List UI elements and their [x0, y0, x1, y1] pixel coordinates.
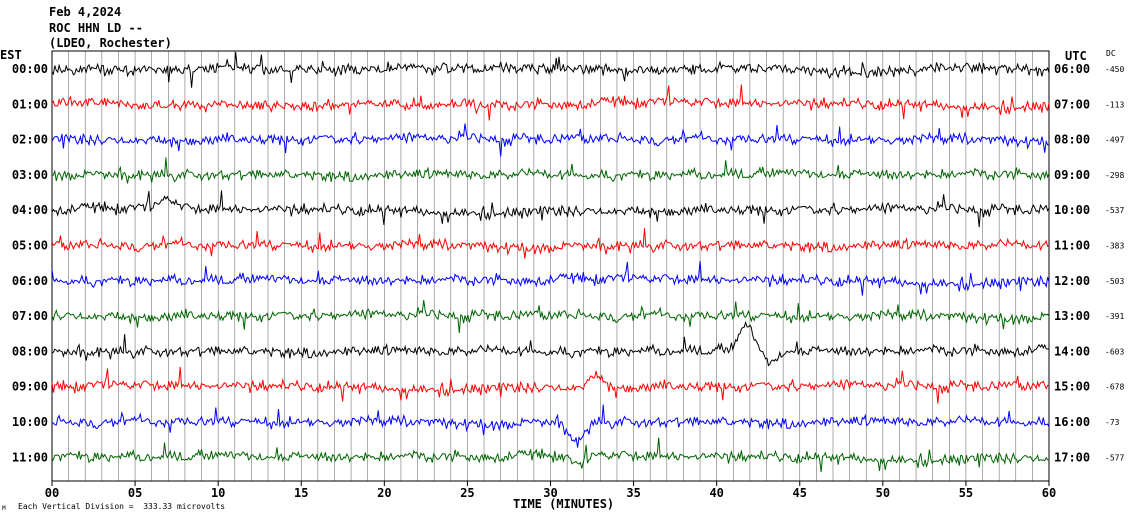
- est-hour-label: 06:00: [12, 274, 48, 288]
- dc-offset-label: -391: [1105, 312, 1124, 321]
- x-tick-label: 25: [460, 486, 474, 500]
- est-hour-label: 02:00: [12, 133, 48, 147]
- scale-note: Each Vertical Division = 333.33 microvol…: [18, 502, 226, 511]
- utc-hour-label: 16:00: [1054, 415, 1090, 429]
- est-hour-label: 07:00: [12, 309, 48, 323]
- dc-offset-label: -450: [1105, 65, 1124, 74]
- utc-hour-label: 10:00: [1054, 203, 1090, 217]
- corner-mark: M: [2, 505, 6, 512]
- est-hour-label: 09:00: [12, 380, 48, 394]
- est-hour-label: 10:00: [12, 415, 48, 429]
- x-tick-label: 45: [793, 486, 807, 500]
- dc-offset-label: -298: [1105, 171, 1124, 180]
- dc-offset-label: -537: [1105, 206, 1124, 215]
- trace-line: [51, 51, 1050, 88]
- trace-line: [51, 190, 1050, 228]
- est-hour-label: 05:00: [12, 239, 48, 253]
- utc-hour-label: 06:00: [1054, 62, 1090, 76]
- trace-line: [51, 300, 1050, 334]
- est-hour-label: 01:00: [12, 97, 48, 111]
- x-tick-label: 00: [45, 486, 59, 500]
- x-tick-label: 10: [211, 486, 225, 500]
- utc-hour-label: 07:00: [1054, 97, 1090, 111]
- x-tick-label: 60: [1042, 486, 1056, 500]
- dc-offset-label: -113: [1105, 100, 1124, 109]
- utc-hour-label: 11:00: [1054, 239, 1090, 253]
- est-hour-label: 03:00: [12, 168, 48, 182]
- dc-offset-label: -73: [1105, 418, 1120, 427]
- x-tick-label: 35: [626, 486, 640, 500]
- x-tick-label: 05: [128, 486, 142, 500]
- trace-line: [51, 228, 1050, 259]
- x-axis-label: TIME (MINUTES): [513, 497, 615, 511]
- trace-line: [51, 157, 1050, 184]
- right-timezone-label: UTC: [1065, 49, 1087, 63]
- utc-hour-label: 13:00: [1054, 309, 1090, 323]
- trace-line: [51, 366, 1050, 404]
- dc-offset-label: -497: [1105, 136, 1124, 145]
- header-station: ROC HHN LD --: [49, 21, 143, 35]
- utc-hour-label: 17:00: [1054, 450, 1090, 464]
- utc-hour-label: 12:00: [1054, 274, 1090, 288]
- est-hour-label: 08:00: [12, 344, 48, 358]
- x-tick-label: 30: [543, 486, 557, 500]
- est-hour-label: 00:00: [12, 62, 48, 76]
- left-timezone-label: EST: [0, 48, 22, 62]
- dc-offset-label: -603: [1105, 347, 1124, 356]
- header-date: Feb 4,2024: [49, 5, 122, 19]
- utc-hour-label: 15:00: [1054, 380, 1090, 394]
- dc-offset-label: -678: [1105, 383, 1124, 392]
- trace-line: [51, 84, 1050, 121]
- x-tick-label: 50: [876, 486, 890, 500]
- x-tick-label: 55: [959, 486, 973, 500]
- x-tick-label: 20: [377, 486, 391, 500]
- utc-hour-label: 14:00: [1054, 344, 1090, 358]
- x-tick-label: 15: [294, 486, 308, 500]
- est-hour-label: 11:00: [12, 450, 48, 464]
- trace-line: [51, 260, 1050, 296]
- utc-hour-label: 09:00: [1054, 168, 1090, 182]
- dc-offset-label: -577: [1105, 453, 1124, 462]
- x-tick-label: 40: [709, 486, 723, 500]
- utc-hour-label: 08:00: [1054, 133, 1090, 147]
- trace-line: [51, 437, 1050, 473]
- trace-line: [51, 320, 1050, 367]
- trace-line: [51, 404, 1050, 448]
- trace-line: [51, 123, 1050, 157]
- dc-offset-label: -383: [1105, 242, 1124, 251]
- est-hour-label: 04:00: [12, 203, 48, 217]
- header-network: (LDEO, Rochester): [49, 36, 172, 50]
- dc-offset-label: -503: [1105, 277, 1124, 286]
- dc-header: DC: [1106, 49, 1116, 58]
